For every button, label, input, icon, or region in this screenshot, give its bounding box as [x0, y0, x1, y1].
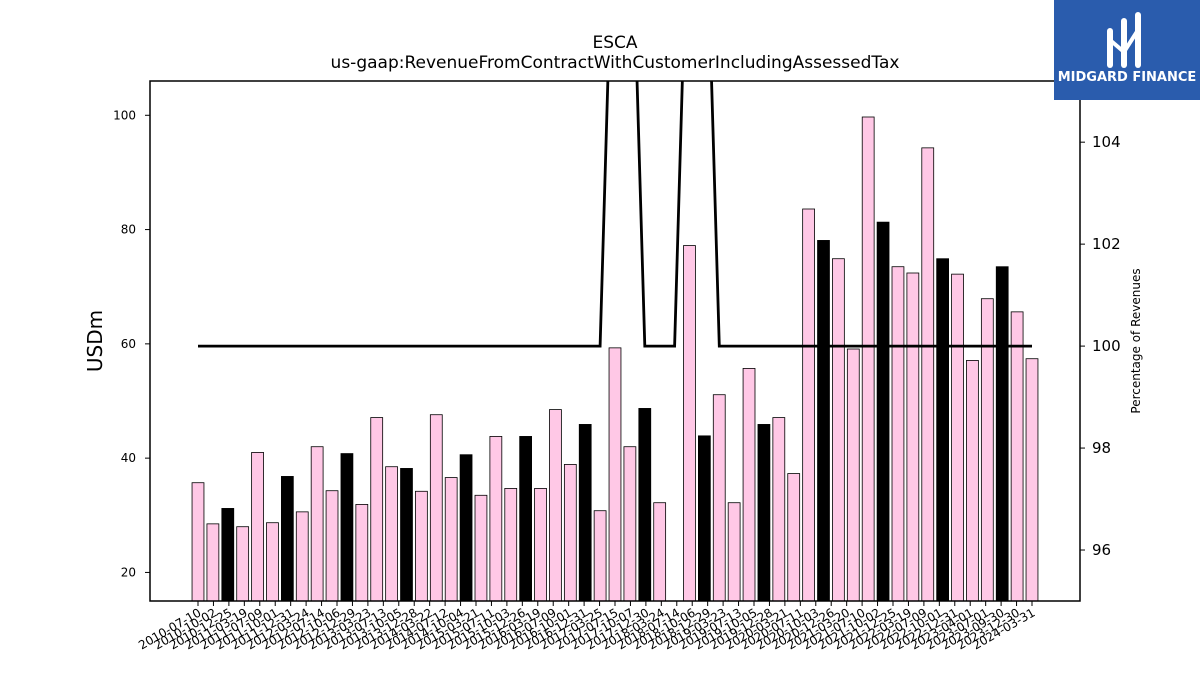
bar	[936, 258, 950, 602]
line-series	[198, 81, 1032, 348]
bar	[385, 466, 398, 602]
y2-tick-label: 96	[1092, 541, 1111, 559]
brand-logo: MIDGARD FINANCE	[1054, 0, 1200, 100]
bar	[415, 490, 428, 602]
bar-series	[191, 116, 1039, 602]
bar	[802, 208, 815, 602]
bar	[653, 502, 667, 602]
bar	[832, 258, 845, 602]
bar	[757, 424, 771, 602]
chart-subtitle: us-gaap:RevenueFromContractWithCustomerI…	[331, 53, 900, 73]
bar	[444, 477, 458, 602]
bar	[549, 409, 562, 602]
y-axis-left: 20 40 60 80 100	[113, 108, 150, 579]
bar	[772, 417, 786, 602]
bar	[1010, 311, 1024, 602]
bar	[623, 446, 637, 602]
bar	[295, 511, 309, 602]
chart-title: ESCA	[592, 33, 637, 53]
x-axis: 2010-07-102010-10-022010-12-252011-03-19…	[136, 601, 1038, 652]
y2-tick-label: 98	[1092, 439, 1111, 457]
bar	[966, 360, 979, 602]
bar	[489, 436, 503, 602]
bar	[608, 347, 622, 602]
y2-tick-label: 100	[1092, 337, 1121, 355]
bar	[221, 508, 235, 602]
bar	[191, 482, 205, 602]
bar	[206, 523, 220, 602]
y2-tick-label: 102	[1092, 235, 1121, 253]
y-tick-label: 40	[121, 451, 136, 465]
bar	[787, 473, 801, 602]
y-axis-label: USDm	[83, 310, 107, 372]
bar	[593, 510, 607, 602]
bar	[325, 490, 339, 602]
bar	[236, 526, 250, 602]
percentage-line	[198, 81, 1032, 348]
bar	[370, 417, 384, 602]
bar	[504, 488, 518, 602]
y2-tick-label: 104	[1092, 133, 1121, 151]
bar	[578, 424, 592, 602]
bar	[1025, 358, 1039, 602]
bar	[698, 435, 711, 602]
bar	[266, 522, 279, 602]
bar	[995, 266, 1009, 602]
bar	[846, 348, 860, 602]
bar	[980, 298, 994, 602]
bar	[400, 468, 413, 602]
bar	[921, 147, 935, 602]
bar	[310, 446, 324, 602]
y-tick-label: 60	[121, 337, 136, 351]
bar	[563, 464, 577, 602]
bar	[683, 245, 696, 602]
bar	[891, 266, 905, 602]
bar	[474, 494, 488, 602]
bar	[876, 221, 890, 602]
bar	[429, 414, 443, 602]
bar	[340, 453, 354, 602]
bar	[280, 476, 294, 602]
bar	[742, 368, 756, 602]
bar	[638, 408, 652, 602]
bar	[519, 436, 533, 602]
bar	[727, 502, 741, 602]
bar	[951, 273, 964, 602]
y-axis-right: 96 98 100 102 104	[1080, 133, 1121, 559]
bar	[251, 452, 264, 602]
y-tick-label: 20	[121, 565, 136, 579]
bar	[712, 394, 726, 602]
bar	[355, 504, 369, 602]
y2-axis-label: Percentage of Revenues	[1129, 268, 1143, 413]
logo-mark-icon	[1107, 12, 1141, 68]
bar	[817, 240, 830, 602]
y-tick-label: 80	[121, 223, 136, 237]
bar	[861, 116, 875, 602]
bar	[534, 488, 547, 602]
bar	[906, 272, 920, 602]
y-tick-label: 100	[113, 108, 136, 122]
logo-text: MIDGARD FINANCE	[1058, 70, 1197, 85]
bar	[459, 454, 473, 602]
